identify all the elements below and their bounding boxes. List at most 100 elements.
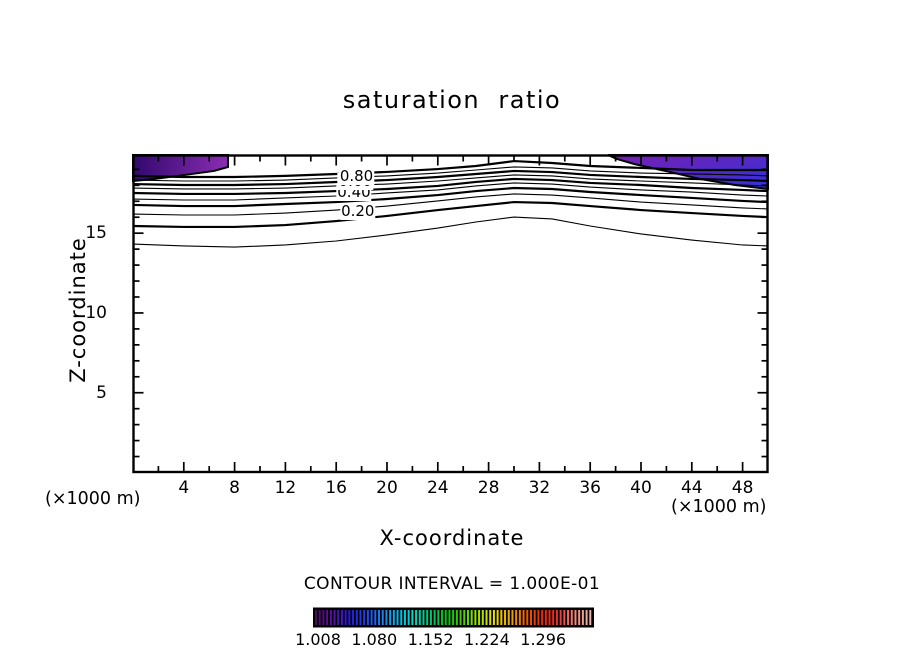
colorbar-cell (329, 610, 332, 625)
colorbar-cell (507, 610, 510, 625)
colorbar-label-1.296: 1.296 (520, 630, 567, 649)
colorbar-cell (385, 610, 388, 625)
colorbar-cell (559, 610, 562, 625)
contour-line-0.60 (132, 177, 769, 196)
colorbar-cell (455, 610, 458, 625)
colorbar-cell (411, 610, 414, 625)
colorbar-cell (578, 610, 581, 625)
colorbar-cell (392, 610, 395, 625)
colorbar-cell (544, 610, 547, 625)
z-tick-label-10: 10 (85, 302, 107, 323)
colorbar-cell (426, 610, 429, 625)
colorbar-cell (363, 610, 366, 625)
contour-line-1.00 (132, 159, 768, 179)
colorbar-cell (340, 610, 343, 625)
colorbar-cell (511, 610, 514, 625)
colorbar-cell (581, 610, 584, 625)
x-tick-label-48: 48 (731, 478, 754, 498)
colorbar-cell (441, 610, 444, 625)
colorbar-cell (378, 610, 381, 625)
colorbar-cell (337, 610, 340, 625)
colorbar-cell (389, 610, 392, 625)
colorbar-cell (326, 610, 329, 625)
colorbar-cell (407, 610, 410, 625)
colorbar-cell (437, 610, 440, 625)
colorbar-cell (315, 610, 317, 625)
colorbar-cell (370, 610, 373, 625)
x-tick-label-8: 8 (229, 478, 240, 498)
x-tick-label-36: 36 (579, 478, 601, 498)
colorbar-cell (403, 610, 406, 625)
colorbar-cell (489, 610, 492, 625)
x-tick-label-28: 28 (477, 478, 500, 498)
x-tick-label-44: 44 (680, 478, 703, 498)
contour-label-0.20: 0.20 (340, 201, 376, 220)
x-tick-label-24: 24 (426, 478, 449, 498)
colorbar-cell (478, 610, 481, 625)
contour-line-0.70 (132, 174, 769, 190)
colorbar-label-1.152: 1.152 (407, 630, 454, 649)
colorbar-cell (322, 610, 325, 625)
colorbar-cell (492, 610, 495, 625)
colorbar-cell (485, 610, 488, 625)
colorbar-cell (448, 610, 451, 625)
x-tick-label-12: 12 (274, 478, 297, 498)
colorbar-cell (459, 610, 462, 625)
colorbar-cell (352, 610, 355, 625)
colorbar-cell (318, 610, 321, 625)
x-axis-label: X-coordinate (379, 526, 525, 550)
x-tick-label-4: 4 (178, 478, 190, 498)
colorbar-cell (444, 610, 447, 625)
colorbar-cell (396, 610, 399, 625)
colorbar-cell (570, 610, 573, 625)
colorbar-cell (418, 610, 421, 625)
colorbar-cell (552, 610, 555, 625)
colorbar-cell (529, 610, 532, 625)
colorbar-cell (381, 610, 384, 625)
colorbar-label-1.008: 1.008 (295, 630, 341, 649)
colorbar-cell (466, 610, 469, 625)
contour-line-0.20 (132, 200, 769, 229)
colorbar-cell (481, 610, 484, 625)
x-axis-unit-label: (×1000 m) (671, 497, 767, 517)
z-tick-label-15: 15 (85, 223, 107, 244)
colorbar-cell (333, 610, 336, 625)
colorbar-cell (355, 610, 358, 625)
colorbar-cell (348, 610, 351, 625)
contour-line-0.50 (132, 182, 769, 201)
colorbar-cell (526, 610, 529, 625)
colorbar-cell (567, 610, 570, 625)
z-axis-unit-label: (×1000 m) (45, 489, 141, 509)
colorbar-cell (500, 610, 503, 625)
chart-title: saturation ratio (342, 86, 562, 114)
colorbar-cell (537, 610, 540, 625)
colorbar-label-1.224: 1.224 (463, 630, 510, 649)
colorbar-label-1.080: 1.080 (351, 630, 398, 649)
colorbar-cell (400, 610, 403, 625)
x-tick-label-20: 20 (376, 478, 398, 498)
x-tick-label-40: 40 (630, 478, 652, 498)
colorbar-cell (463, 610, 466, 625)
colorbar-cell (474, 610, 477, 625)
colorbar-cell (541, 610, 544, 625)
colorbar-cell (422, 610, 425, 625)
colorbar-cell (429, 610, 432, 625)
contour-line-0.90 (132, 166, 769, 182)
colorbar-cell (504, 610, 507, 625)
colorbar-cell (533, 610, 536, 625)
colorbar-cell (374, 610, 377, 625)
colorbar-cell (585, 610, 588, 625)
colorbar-cell (522, 610, 525, 625)
contour-line-0.80 (132, 169, 769, 187)
colorbar-cell (366, 610, 369, 625)
colorbar-cell (433, 610, 436, 625)
contour-interval-label: CONTOUR INTERVAL = 1.000E-01 (303, 574, 601, 594)
colorbar-cell (555, 610, 558, 625)
colorbar-cell (470, 610, 473, 625)
colorbar-cell (563, 610, 566, 625)
colorbar-cell (515, 610, 518, 625)
colorbar-cell (518, 610, 521, 625)
contour-label-0.80: 0.80 (338, 167, 375, 186)
colorbar-cell (359, 610, 362, 625)
